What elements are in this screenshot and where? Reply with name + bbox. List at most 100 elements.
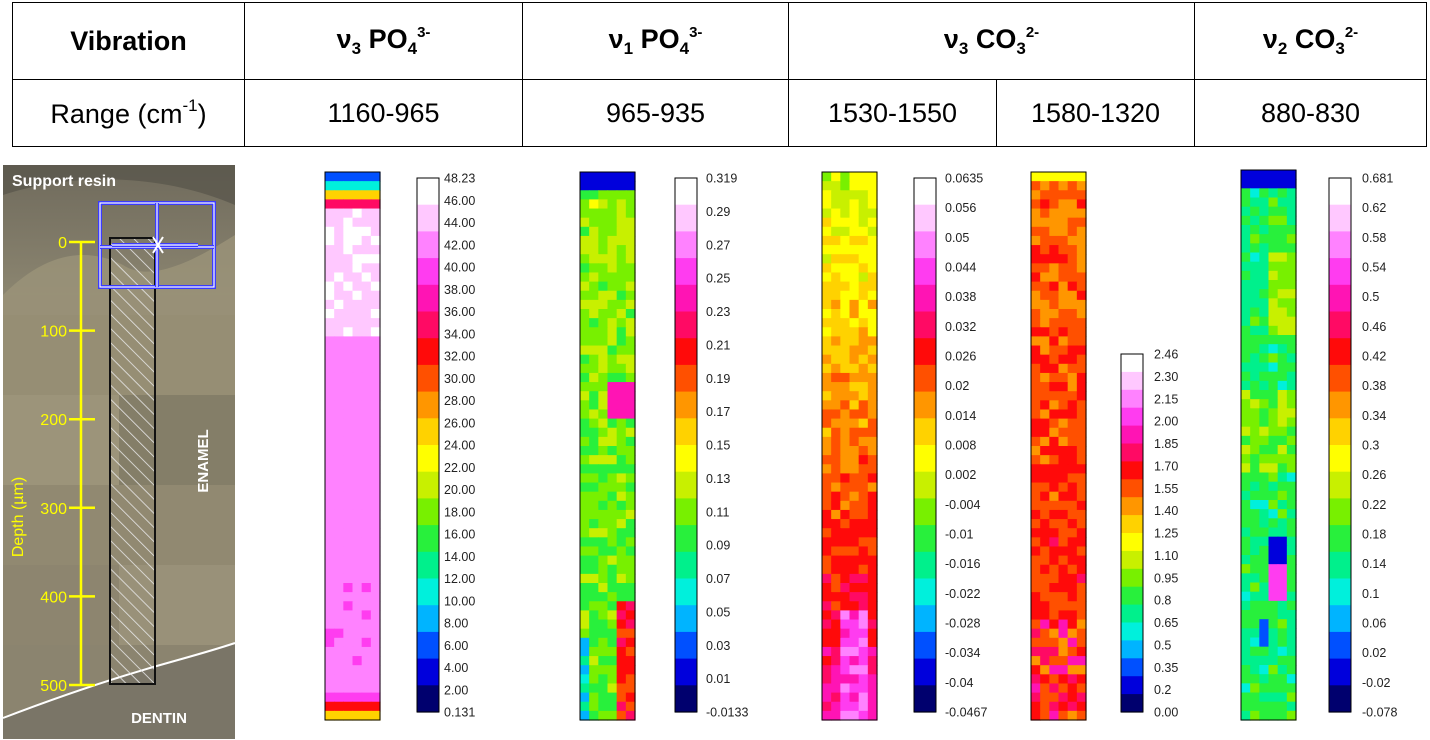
heatmap-cell	[867, 601, 878, 611]
heatmap-cell	[1067, 418, 1078, 429]
heatmap-cell	[1277, 518, 1288, 529]
heatmap-cell	[1259, 335, 1270, 345]
heatmap-cell	[840, 409, 851, 420]
heatmap-cell	[1286, 500, 1297, 510]
heatmap-cell	[352, 446, 363, 456]
heatmap-cell	[1268, 445, 1279, 455]
heatmap-cell	[1250, 307, 1260, 318]
heatmap-cell	[352, 391, 363, 401]
heatmap-cell	[1268, 280, 1279, 290]
heatmap-cell	[589, 299, 599, 310]
heatmap-cell	[616, 455, 627, 465]
heatmap-cell	[343, 299, 354, 310]
heatmap-cell	[1049, 400, 1060, 411]
colorbar-segment	[1329, 391, 1351, 406]
heatmap-cell	[625, 354, 636, 365]
heatmap-cell	[840, 537, 851, 548]
heatmap-cell	[1286, 408, 1297, 419]
colorbar-segment	[675, 671, 697, 686]
heatmap-cell	[352, 610, 363, 621]
colorbar-segment	[914, 338, 936, 353]
heatmap-cell	[325, 272, 335, 283]
heatmap-cell	[598, 190, 609, 200]
heatmap-cell	[625, 345, 636, 356]
colorbar-tick-label: 0.5	[1362, 290, 1379, 304]
colorbar-segment	[914, 284, 936, 299]
heatmap-cell	[831, 656, 841, 666]
heatmap-cell	[1241, 371, 1251, 382]
heatmap-cell	[1241, 619, 1251, 629]
heatmap-cell	[580, 528, 590, 538]
heatmap-cell	[822, 254, 832, 264]
colorbar-tick-label: 0.3	[1362, 439, 1379, 453]
heatmap-cell	[1268, 591, 1279, 602]
heatmap-cell	[343, 500, 354, 511]
heatmap-cell	[607, 226, 618, 237]
heatmap-cell	[1049, 391, 1060, 401]
heatmap-cell	[1250, 206, 1260, 217]
heatmap-cell	[1241, 628, 1251, 639]
heatmap-cell	[589, 272, 599, 283]
heatmap-cell	[1259, 545, 1270, 556]
heatmap-cell	[361, 217, 372, 228]
heatmap-cell	[616, 509, 627, 520]
colorbar-tick-label: -0.004	[945, 498, 980, 512]
heatmap-cell	[831, 537, 841, 548]
colorbar-segment	[417, 178, 439, 192]
heatmap-cell	[607, 391, 618, 401]
heatmap-cell	[589, 473, 599, 484]
colorbar-tick-label: 2.30	[1154, 370, 1178, 384]
heatmap-cell	[1241, 298, 1251, 309]
heatmap-cell	[607, 309, 618, 319]
heatmap-cell	[598, 619, 609, 630]
heatmap-cell	[1058, 601, 1069, 611]
heatmap-border	[579, 171, 636, 721]
heatmap-cell	[361, 464, 372, 474]
heatmap-cell	[352, 683, 363, 694]
colorbar-segment	[914, 538, 936, 553]
colorbar-tick-label: 0.044	[945, 261, 976, 275]
heatmap-cell	[858, 427, 869, 438]
heatmap-cell	[370, 436, 381, 447]
heatmap-cell	[607, 281, 618, 292]
colorbar-tick-label: 0.46	[1362, 320, 1386, 334]
heatmap-cell	[370, 235, 381, 246]
colorbar-segment	[675, 658, 697, 673]
heatmap-cell	[352, 656, 363, 666]
heatmap-cell	[1067, 610, 1078, 621]
colorbar-segment	[1329, 525, 1351, 540]
heatmap-cell	[325, 537, 335, 548]
heatmap-cell	[1040, 327, 1050, 337]
heatmap-cell	[1040, 573, 1050, 584]
colorbar-segment	[1329, 578, 1351, 593]
heatmap-cell	[589, 601, 599, 611]
heatmap-cell	[1049, 482, 1060, 493]
heatmap-cell	[822, 290, 832, 301]
heatmap-cell	[1241, 674, 1251, 684]
heatmap-cell	[325, 290, 335, 301]
heatmap-cell	[607, 500, 618, 511]
heatmap-cell	[1259, 490, 1270, 501]
heatmap-cell	[849, 345, 860, 356]
heatmap-cell	[343, 509, 354, 520]
heatmap-cell	[831, 509, 841, 520]
heatmap-cell	[1031, 665, 1041, 675]
heatmap-cell	[1277, 536, 1288, 547]
heatmap-cell	[867, 235, 878, 246]
colorbar-segment	[1121, 658, 1143, 668]
heatmap-cell	[1241, 243, 1251, 254]
colorbar-tick-label: 38.00	[444, 283, 475, 297]
heatmap-cell	[1049, 281, 1060, 292]
heatmap-cell	[858, 345, 869, 356]
heatmap-cell	[370, 172, 381, 182]
colorbar-segment	[675, 284, 697, 299]
heatmap-cell	[1241, 206, 1251, 217]
colorbar-tick-label: -0.078	[1362, 706, 1397, 720]
heatmap-cell	[1277, 234, 1288, 244]
heatmap-cell	[334, 473, 344, 484]
heatmap-cell	[1049, 208, 1060, 219]
heatmap-cell	[840, 427, 851, 438]
heatmap-cell	[334, 290, 344, 301]
heatmap-cell	[1277, 573, 1288, 584]
heatmap-cell	[1058, 327, 1069, 337]
